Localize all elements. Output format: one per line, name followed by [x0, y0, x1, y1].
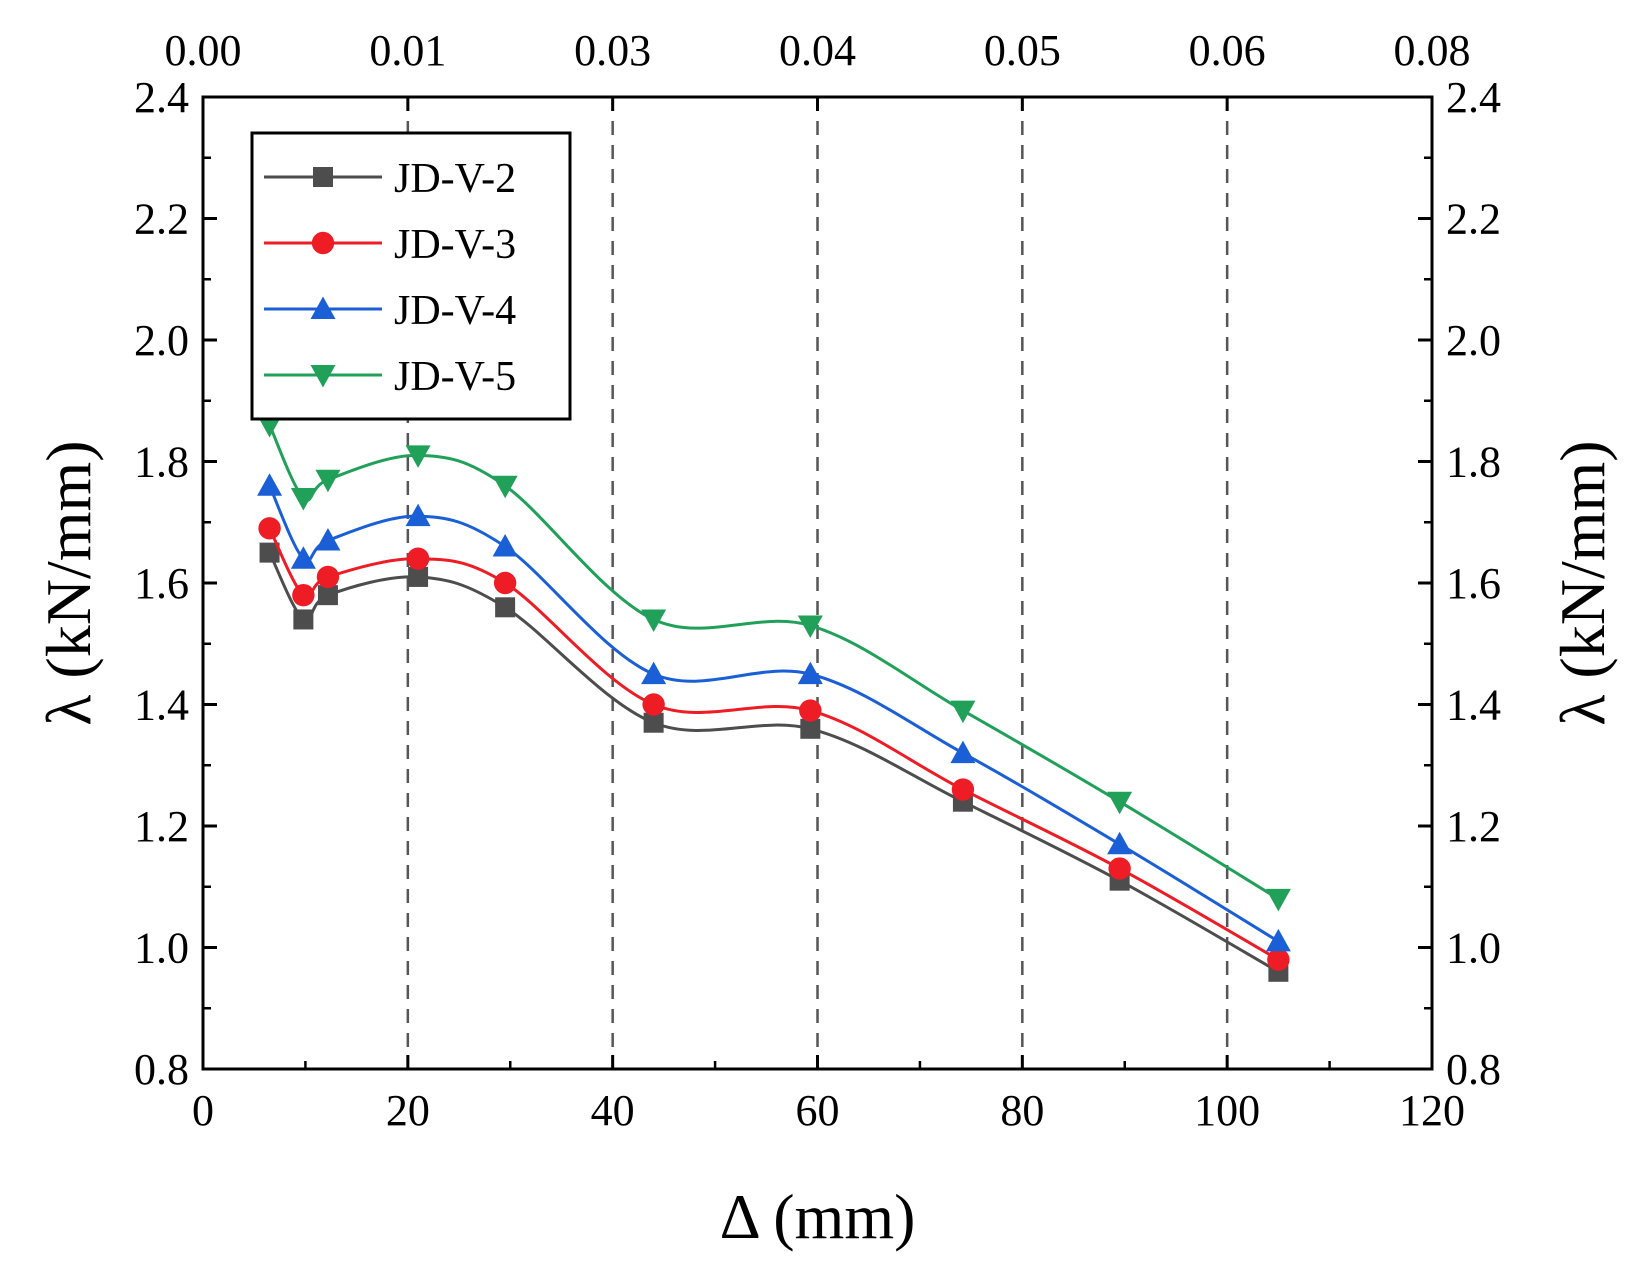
x-tick-label: 40	[591, 1086, 635, 1135]
y-tick-label: 1.8	[134, 438, 189, 487]
data-point	[492, 534, 518, 557]
data-point	[1107, 831, 1133, 855]
data-point	[315, 527, 341, 551]
legend-item: JD-V-2	[264, 156, 516, 202]
legend-label: JD-V-5	[394, 354, 516, 400]
top-tick-label: 0.06	[1189, 26, 1266, 75]
top-tick-label: 0.04	[779, 26, 856, 75]
y-tick-label: 1.4	[134, 681, 189, 730]
legend-item: JD-V-5	[264, 354, 516, 400]
top-tick-label: 0.05	[984, 26, 1061, 75]
data-point	[317, 585, 338, 606]
x-tick-label: 0	[192, 1086, 214, 1135]
data-point	[950, 700, 976, 724]
x-tick-label: 20	[386, 1086, 430, 1135]
data-point	[797, 661, 823, 685]
grid-lines	[406, 97, 1229, 1069]
data-point	[642, 693, 665, 716]
data-point	[641, 609, 667, 632]
data-point	[405, 445, 431, 468]
y-tick-label-right: 2.0	[1446, 316, 1501, 365]
data-point	[259, 542, 280, 563]
data-point	[495, 597, 516, 618]
data-point	[316, 565, 340, 589]
series-JD-V-3	[258, 517, 1290, 971]
data-point	[492, 475, 518, 499]
y-tick-label: 2.0	[134, 316, 189, 365]
data-point	[800, 718, 821, 739]
data-point	[310, 296, 336, 319]
data-point	[1107, 791, 1133, 815]
data-point	[258, 517, 281, 540]
series-line	[268, 551, 1280, 974]
data-point	[313, 167, 333, 187]
series-JD-V-4	[257, 473, 1291, 952]
data-point	[799, 699, 822, 722]
y-tick-label-right: 1.0	[1446, 924, 1501, 973]
y-tick-label: 1.6	[134, 559, 189, 608]
legend: JD-V-2 JD-V-3 JD-V-4 JD-V-5	[250, 131, 572, 421]
y-tick-label-right: 1.4	[1446, 681, 1501, 730]
legend-label: JD-V-2	[394, 156, 516, 202]
y-axis-title: λ (kN/mm)	[33, 440, 104, 725]
series-line	[268, 527, 1280, 961]
data-point	[1267, 948, 1290, 971]
series-group	[257, 415, 1291, 982]
data-point	[408, 566, 429, 587]
data-point	[290, 546, 316, 569]
data-point	[797, 615, 823, 639]
data-point	[293, 609, 314, 630]
data-point	[493, 571, 517, 595]
legend-label: JD-V-4	[394, 288, 516, 334]
legend-label: JD-V-3	[394, 222, 516, 268]
top-tick-label: 0.01	[369, 26, 446, 75]
y-tick-label-right: 0.8	[1446, 1045, 1501, 1094]
data-point	[951, 778, 975, 801]
data-point	[641, 661, 667, 685]
data-point	[257, 473, 283, 496]
data-point	[1265, 928, 1291, 952]
y-tick-label-right: 1.2	[1446, 802, 1501, 851]
y-tick-label: 2.2	[134, 195, 189, 244]
series-JD-V-2	[259, 542, 1289, 982]
series-JD-V-5	[257, 415, 1291, 912]
data-point	[257, 415, 283, 438]
y-axis-right-title: λ (kN/mm)	[1547, 440, 1618, 725]
y-tick-label: 2.4	[134, 73, 189, 122]
data-point	[643, 712, 664, 733]
data-point	[1108, 857, 1131, 880]
data-point	[292, 583, 315, 607]
data-point	[311, 231, 335, 255]
data-point	[1265, 888, 1291, 912]
top-tick-label: 0.03	[574, 26, 651, 75]
y-tick-label-right: 2.2	[1446, 195, 1501, 244]
x-tick-label: 120	[1399, 1086, 1465, 1135]
y-tick-label-right: 2.4	[1446, 73, 1501, 122]
legend-frame	[250, 131, 572, 421]
series-line	[268, 424, 1280, 901]
top-tick-label: 0.00	[165, 26, 242, 75]
data-point	[310, 365, 336, 388]
x-tick-label: 100	[1194, 1086, 1260, 1135]
axis-ticks: 0 20 40 60 80 100 120 0.00 0.01 0.03 0.04 0.05 0.06 0…	[134, 26, 1501, 1135]
data-point	[405, 503, 431, 527]
x-tick-label: 60	[796, 1086, 840, 1135]
data-point	[315, 469, 341, 493]
legend-item: JD-V-3	[264, 222, 516, 268]
y-tick-label: 1.2	[134, 802, 189, 851]
top-tick-label: 0.08	[1394, 26, 1471, 75]
data-point	[290, 487, 316, 511]
legend-item: JD-V-4	[264, 288, 516, 334]
y-tick-label-right: 1.6	[1446, 559, 1501, 608]
data-point	[950, 740, 976, 764]
y-tick-label-right: 1.8	[1446, 438, 1501, 487]
y-tick-label: 0.8	[134, 1045, 189, 1094]
x-axis-title: Δ (mm)	[720, 1181, 916, 1252]
data-point	[406, 547, 430, 570]
y-tick-label: 1.0	[134, 924, 189, 973]
x-tick-label: 80	[1000, 1086, 1044, 1135]
